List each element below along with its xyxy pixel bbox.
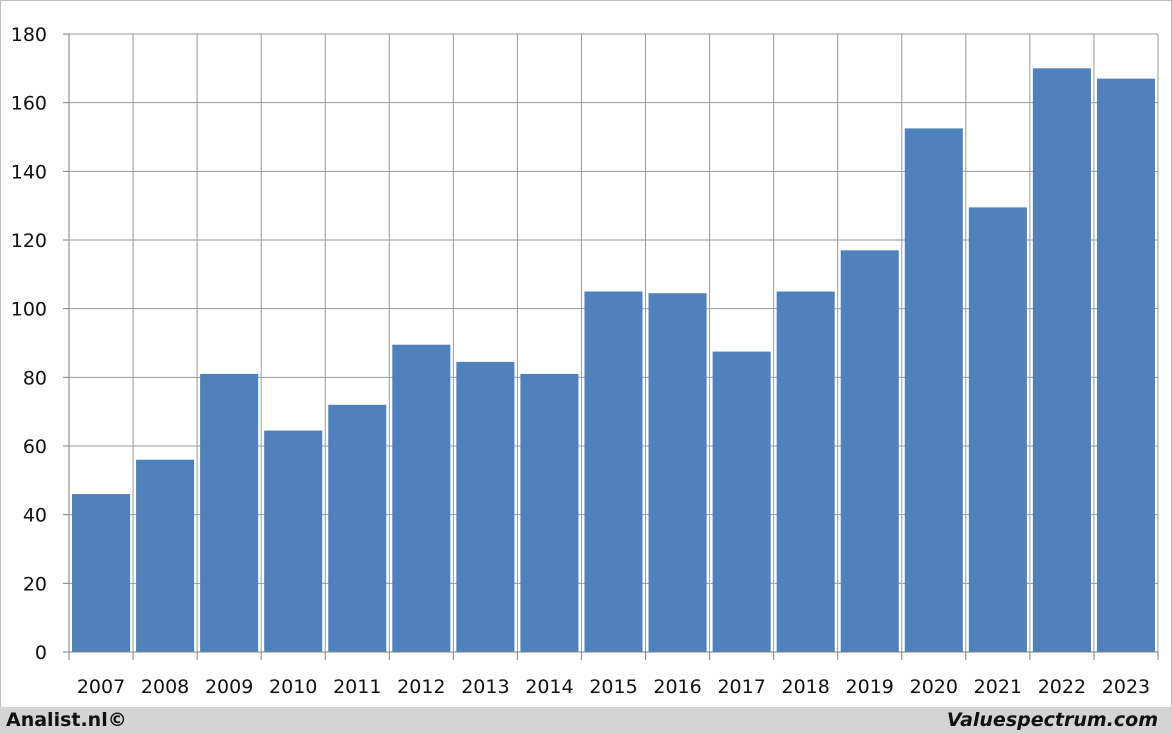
bar — [968, 207, 1027, 652]
y-tick-label: 0 — [35, 642, 47, 664]
y-tick-label: 120 — [11, 230, 47, 252]
x-tick-label: 2022 — [1038, 676, 1086, 698]
y-tick-label: 20 — [23, 573, 47, 595]
y-tick-label: 180 — [11, 24, 47, 46]
bar — [264, 430, 323, 652]
bar — [392, 344, 451, 652]
bars — [72, 68, 1155, 653]
x-tick-label: 2011 — [333, 676, 381, 698]
x-tick-label: 2014 — [525, 676, 573, 698]
bar — [1032, 68, 1091, 653]
x-tick-label: 2013 — [461, 676, 509, 698]
bar — [136, 459, 195, 652]
x-tick-label: 2008 — [141, 676, 189, 698]
bar — [1096, 78, 1155, 653]
chart-frame: 0 20 40 60 80 100 120 140 160 180 2007 2008 2009 201… — [0, 0, 1172, 708]
x-tick-label: 2021 — [974, 676, 1022, 698]
bar — [712, 351, 771, 652]
y-tick-labels: 0 20 40 60 80 100 120 140 160 180 — [11, 24, 47, 664]
bar — [840, 250, 899, 653]
x-tick-label: 2015 — [589, 676, 637, 698]
y-tick-label: 60 — [23, 436, 47, 458]
bar — [776, 291, 835, 652]
bar — [584, 291, 643, 652]
x-tick-label: 2012 — [397, 676, 445, 698]
y-tick-label: 80 — [23, 367, 47, 389]
y-tick-label: 160 — [11, 93, 47, 115]
bar — [904, 128, 963, 653]
y-tick-label: 40 — [23, 505, 47, 527]
bar — [328, 404, 387, 652]
footer-credit-right: Valuespectrum.com — [946, 709, 1158, 731]
axes — [63, 33, 1159, 660]
bar-chart: 0 20 40 60 80 100 120 140 160 180 2007 2008 2009 201… — [11, 24, 1159, 698]
footer-credit-left: Analist.nl© — [6, 709, 127, 731]
bar — [72, 494, 131, 652]
x-tick-labels: 2007 2008 2009 2010 2011 2012 2013 2014 2015 2016… — [77, 676, 1150, 698]
bar — [520, 373, 579, 652]
footer-bar: Analist.nl© Valuespectrum.com — [0, 707, 1172, 734]
x-tick-label: 2017 — [717, 676, 765, 698]
bar — [200, 373, 259, 652]
bar — [648, 293, 707, 652]
grid-lines — [69, 33, 1159, 652]
x-tick-label: 2019 — [846, 676, 894, 698]
x-tick-label: 2016 — [653, 676, 701, 698]
x-tick-label: 2018 — [781, 676, 829, 698]
x-tick-label: 2023 — [1102, 676, 1150, 698]
x-tick-label: 2007 — [77, 676, 125, 698]
x-tick-label: 2010 — [269, 676, 317, 698]
x-tick-label: 2009 — [205, 676, 253, 698]
bar — [456, 361, 515, 652]
y-tick-label: 140 — [11, 161, 47, 183]
y-tick-label: 100 — [11, 299, 47, 321]
x-tick-label: 2020 — [910, 676, 958, 698]
